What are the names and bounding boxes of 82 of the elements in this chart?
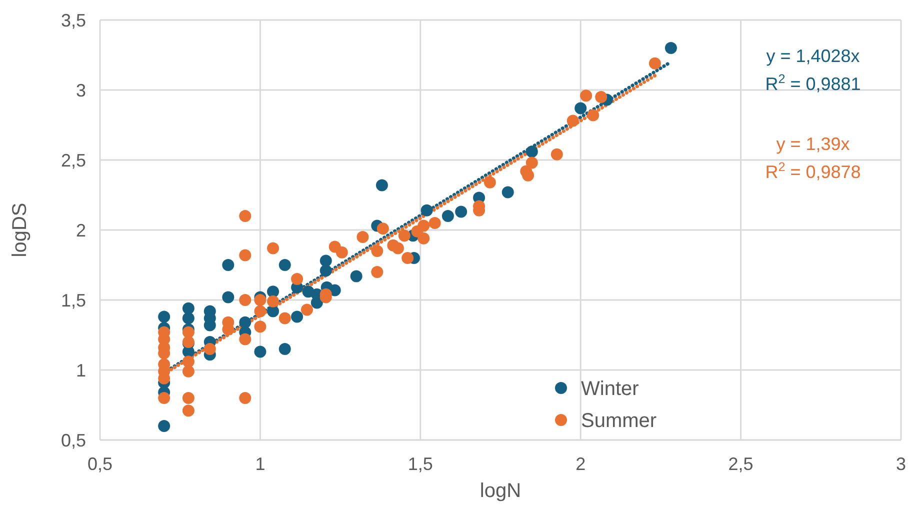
point [239, 316, 252, 328]
point [222, 291, 234, 304]
point [336, 246, 348, 258]
point [320, 264, 332, 277]
legend-label: Winter [581, 378, 640, 400]
legend-label: Summer [581, 410, 657, 432]
x-tick-label: 1 [255, 454, 266, 474]
point [204, 343, 216, 355]
point [350, 270, 362, 282]
point [182, 326, 194, 338]
y-tick-label: 2,5 [60, 150, 86, 170]
point [398, 230, 410, 242]
point [267, 286, 280, 298]
point [580, 90, 592, 102]
point [278, 312, 291, 324]
point [664, 42, 677, 54]
annotation: R$^{2}$ = 0,9881 [765, 72, 861, 94]
point [291, 310, 304, 323]
x-tick-label: 1,5 [408, 454, 433, 474]
point [371, 245, 384, 257]
point [182, 302, 194, 314]
y-axis-title: logDS [9, 202, 31, 258]
point [420, 204, 433, 216]
point [376, 179, 388, 192]
point [371, 266, 384, 278]
y-tick-label: 3,5 [60, 10, 86, 30]
y-tick-label: 3 [76, 80, 86, 100]
point [550, 148, 563, 160]
point [267, 242, 280, 254]
point [182, 312, 194, 324]
point [300, 304, 313, 316]
point [522, 169, 534, 182]
point [356, 231, 369, 243]
point [442, 210, 454, 222]
annotation: y = 1,39x [776, 134, 850, 154]
y-tick-label: 1 [76, 360, 86, 380]
point [278, 343, 291, 355]
point [526, 146, 538, 158]
point [239, 392, 252, 404]
point [418, 220, 430, 232]
point [376, 222, 389, 235]
x-tick-label: 2,5 [728, 454, 754, 474]
point [502, 186, 514, 198]
point [428, 217, 441, 229]
point [254, 320, 266, 333]
point [182, 392, 194, 404]
point [254, 294, 266, 306]
point [239, 210, 252, 222]
x-tick-label: 3 [896, 454, 906, 474]
point [566, 114, 579, 127]
point [595, 91, 608, 103]
point [278, 259, 291, 271]
point [239, 249, 252, 262]
point [587, 109, 600, 122]
point [418, 232, 430, 244]
point [291, 273, 304, 285]
y-tick-label: 1,5 [60, 290, 86, 310]
annotation: y = 1,4028x [766, 46, 860, 66]
point [239, 294, 252, 306]
point [455, 206, 468, 218]
point [239, 333, 252, 346]
point [158, 310, 170, 323]
point [158, 392, 170, 404]
x-tick-label: 2 [576, 454, 586, 474]
point [648, 57, 661, 70]
annotation: R$^{2}$ = 0,9878 [765, 160, 861, 182]
y-tick-label: 0,5 [60, 430, 86, 450]
y-tick-label: 2 [76, 220, 86, 240]
point [526, 156, 538, 169]
point [222, 259, 234, 271]
point [182, 356, 194, 368]
point [158, 420, 170, 432]
point [402, 252, 414, 264]
point [392, 242, 404, 254]
point [254, 305, 266, 318]
point [267, 295, 280, 308]
point [182, 365, 194, 378]
point [254, 346, 266, 358]
point [182, 404, 194, 417]
point [574, 102, 587, 114]
point [484, 176, 496, 188]
x-axis-title: logN [480, 480, 522, 502]
